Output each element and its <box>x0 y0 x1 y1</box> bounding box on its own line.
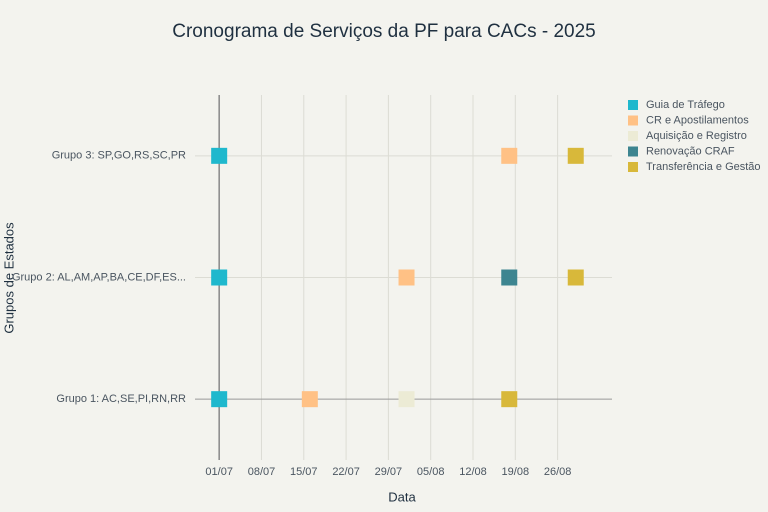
legend-swatch <box>628 146 638 157</box>
point <box>398 391 415 408</box>
point <box>398 269 415 286</box>
point <box>501 391 518 408</box>
y-tick-label: Grupo 1: AC,SE,PI,RN,RR <box>56 393 186 405</box>
x-tick-label: 29/07 <box>375 466 403 478</box>
point <box>211 269 228 286</box>
x-tick-label: 12/08 <box>459 466 487 478</box>
legend-swatch <box>628 100 638 110</box>
x-tick-label: 19/08 <box>502 466 530 478</box>
point <box>501 269 518 286</box>
x-tick-label: 15/07 <box>290 466 318 478</box>
point <box>211 391 228 408</box>
legend-swatch <box>628 162 638 172</box>
point <box>567 269 584 286</box>
legend-label: Guia de Tráfego <box>646 99 725 111</box>
legend-label: Renovação CRAF <box>646 145 735 157</box>
legend-label: Transferência e Gestão <box>646 161 761 173</box>
legend-swatch <box>628 131 638 141</box>
legend-label: Aquisição e Registro <box>646 130 747 142</box>
legend-swatch <box>628 115 638 126</box>
y-tick-label: Grupo 2: AL,AM,AP,BA,CE,DF,ES... <box>12 271 186 283</box>
x-axis-title: Data <box>388 489 416 504</box>
point <box>211 147 228 164</box>
legend-label: CR e Apostilamentos <box>646 114 749 126</box>
x-tick-label: 01/07 <box>205 466 233 478</box>
x-tick-label: 26/08 <box>544 466 572 478</box>
point <box>501 147 518 164</box>
chart-title: Cronograma de Serviços da PF para CACs -… <box>172 21 595 42</box>
y-tick-label: Grupo 3: SP,GO,RS,SC,PR <box>52 150 186 162</box>
y-axis-title: Grupos de Estados <box>1 222 16 334</box>
x-tick-label: 22/07 <box>332 466 360 478</box>
point <box>567 147 584 164</box>
x-tick-label: 05/08 <box>417 466 445 478</box>
point <box>301 391 318 408</box>
x-tick-label: 08/07 <box>248 466 276 478</box>
